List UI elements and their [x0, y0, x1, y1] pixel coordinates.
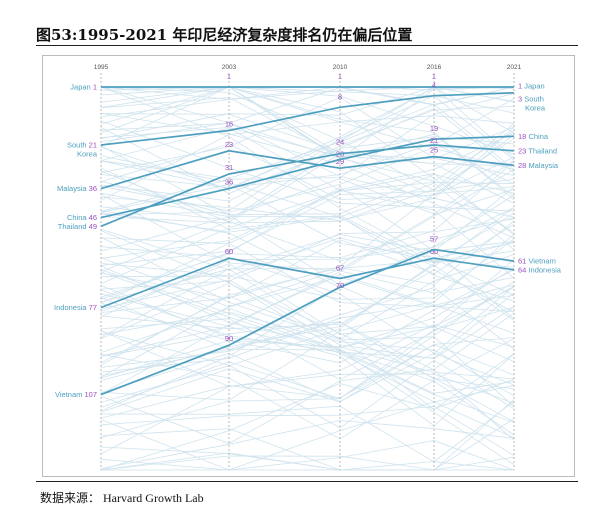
- background-line: [100, 321, 515, 390]
- background-line: [100, 113, 515, 204]
- background-line: [100, 241, 515, 403]
- background-line: [100, 405, 515, 456]
- background-line: [100, 287, 515, 368]
- series-line: [100, 149, 515, 190]
- figure-title: 图53:1995-2021 年印尼经济复杂度排名仍在偏后位置: [36, 26, 413, 44]
- background-line: [100, 196, 515, 222]
- start-label: Thailand 49: [58, 222, 97, 231]
- chart-panel: 1995 2003 2010 2016 2021 1 1 1 Japan 1 1 Japan 16 8…: [42, 55, 575, 477]
- end-label: 3 South Korea: [518, 94, 546, 112]
- year-label: 2010: [333, 64, 348, 71]
- year-label: 1995: [94, 64, 109, 71]
- background-line: [100, 97, 515, 167]
- series-line: [100, 135, 515, 219]
- background-line: [100, 269, 515, 423]
- background-line: [100, 271, 515, 439]
- bottom-rule: [36, 481, 578, 482]
- background-line: [100, 238, 515, 300]
- end-label: 23 Thailand: [518, 146, 557, 155]
- year-label: 2003: [222, 64, 237, 71]
- background-line: [100, 146, 515, 215]
- background-line: [100, 420, 515, 469]
- background-line: [100, 142, 515, 188]
- background-line: [100, 324, 515, 455]
- rank-number: 29: [336, 157, 344, 166]
- start-label: South 21 Korea: [67, 141, 98, 159]
- rank-number: 31: [225, 163, 233, 172]
- year-label: 2016: [427, 64, 442, 71]
- start-label: China 46: [67, 213, 97, 222]
- rank-number: 25: [430, 146, 438, 155]
- rank-number: 57: [430, 234, 438, 243]
- background-line: [100, 279, 515, 360]
- background-line: [100, 173, 515, 304]
- background-line: [100, 112, 515, 239]
- rank-number: 90: [225, 334, 233, 343]
- background-line: [100, 268, 515, 407]
- background-line: [100, 285, 515, 381]
- start-label: Vietnam 107: [55, 390, 97, 399]
- series-line: [100, 257, 515, 309]
- start-label: Japan 1: [70, 83, 97, 92]
- background-line: [100, 269, 515, 330]
- background-line: [100, 267, 515, 349]
- series-line: [100, 248, 515, 396]
- background-line: [100, 86, 515, 296]
- series-line: [100, 91, 515, 146]
- rank-number: 60: [225, 247, 233, 256]
- end-label: 64 Indonesia: [518, 265, 562, 274]
- background-line: [100, 284, 515, 401]
- end-label: 18 China: [518, 132, 549, 141]
- rank-number: 60: [430, 247, 438, 256]
- background-line: [100, 401, 515, 471]
- rank-number: 19: [430, 124, 438, 133]
- background-line: [100, 86, 515, 191]
- background-line: [100, 120, 515, 212]
- rank-number: 67: [336, 264, 344, 273]
- series-line: [100, 144, 515, 228]
- background-line: [100, 86, 515, 234]
- rank-number: 23: [225, 140, 233, 149]
- background-line: [100, 340, 515, 380]
- rank-number: 1: [338, 72, 342, 81]
- background-lines: [100, 86, 515, 471]
- background-line: [100, 399, 515, 471]
- rank-number: 1: [432, 72, 436, 81]
- background-line: [100, 418, 515, 471]
- end-label: 1 Japan: [518, 82, 545, 91]
- rank-number: 36: [225, 178, 233, 187]
- background-line: [100, 218, 515, 290]
- source-note: 数据来源： Harvard Growth Lab: [40, 491, 204, 505]
- background-line: [100, 167, 515, 263]
- rank-number: 4: [432, 81, 436, 90]
- top-rule: [36, 45, 578, 46]
- background-line: [100, 86, 515, 155]
- background-line: [100, 169, 515, 357]
- rank-number: 16: [225, 120, 233, 129]
- background-line: [100, 86, 515, 200]
- background-line: [100, 223, 515, 299]
- background-line: [100, 86, 515, 139]
- year-label: 2021: [507, 64, 522, 71]
- end-label: 61 Vietnam: [518, 257, 556, 266]
- background-line: [100, 293, 515, 427]
- end-label: 28 Malaysia: [518, 161, 559, 170]
- rank-number: 24: [336, 138, 344, 147]
- background-line: [100, 265, 515, 362]
- rank-number: 8: [338, 92, 342, 101]
- background-line: [100, 207, 515, 317]
- background-line: [100, 257, 515, 313]
- background-line: [100, 331, 515, 429]
- background-line: [100, 312, 515, 444]
- start-label: Malaysia 36: [57, 184, 97, 193]
- rank-chart: 1995 2003 2010 2016 2021 1 1 1 Japan 1 1 Japan 16 8…: [54, 64, 562, 471]
- start-label: Indonesia 77: [54, 303, 97, 312]
- rank-number: 1: [227, 72, 231, 81]
- rank-number: 70: [336, 281, 344, 290]
- rank-number: 21: [430, 136, 438, 145]
